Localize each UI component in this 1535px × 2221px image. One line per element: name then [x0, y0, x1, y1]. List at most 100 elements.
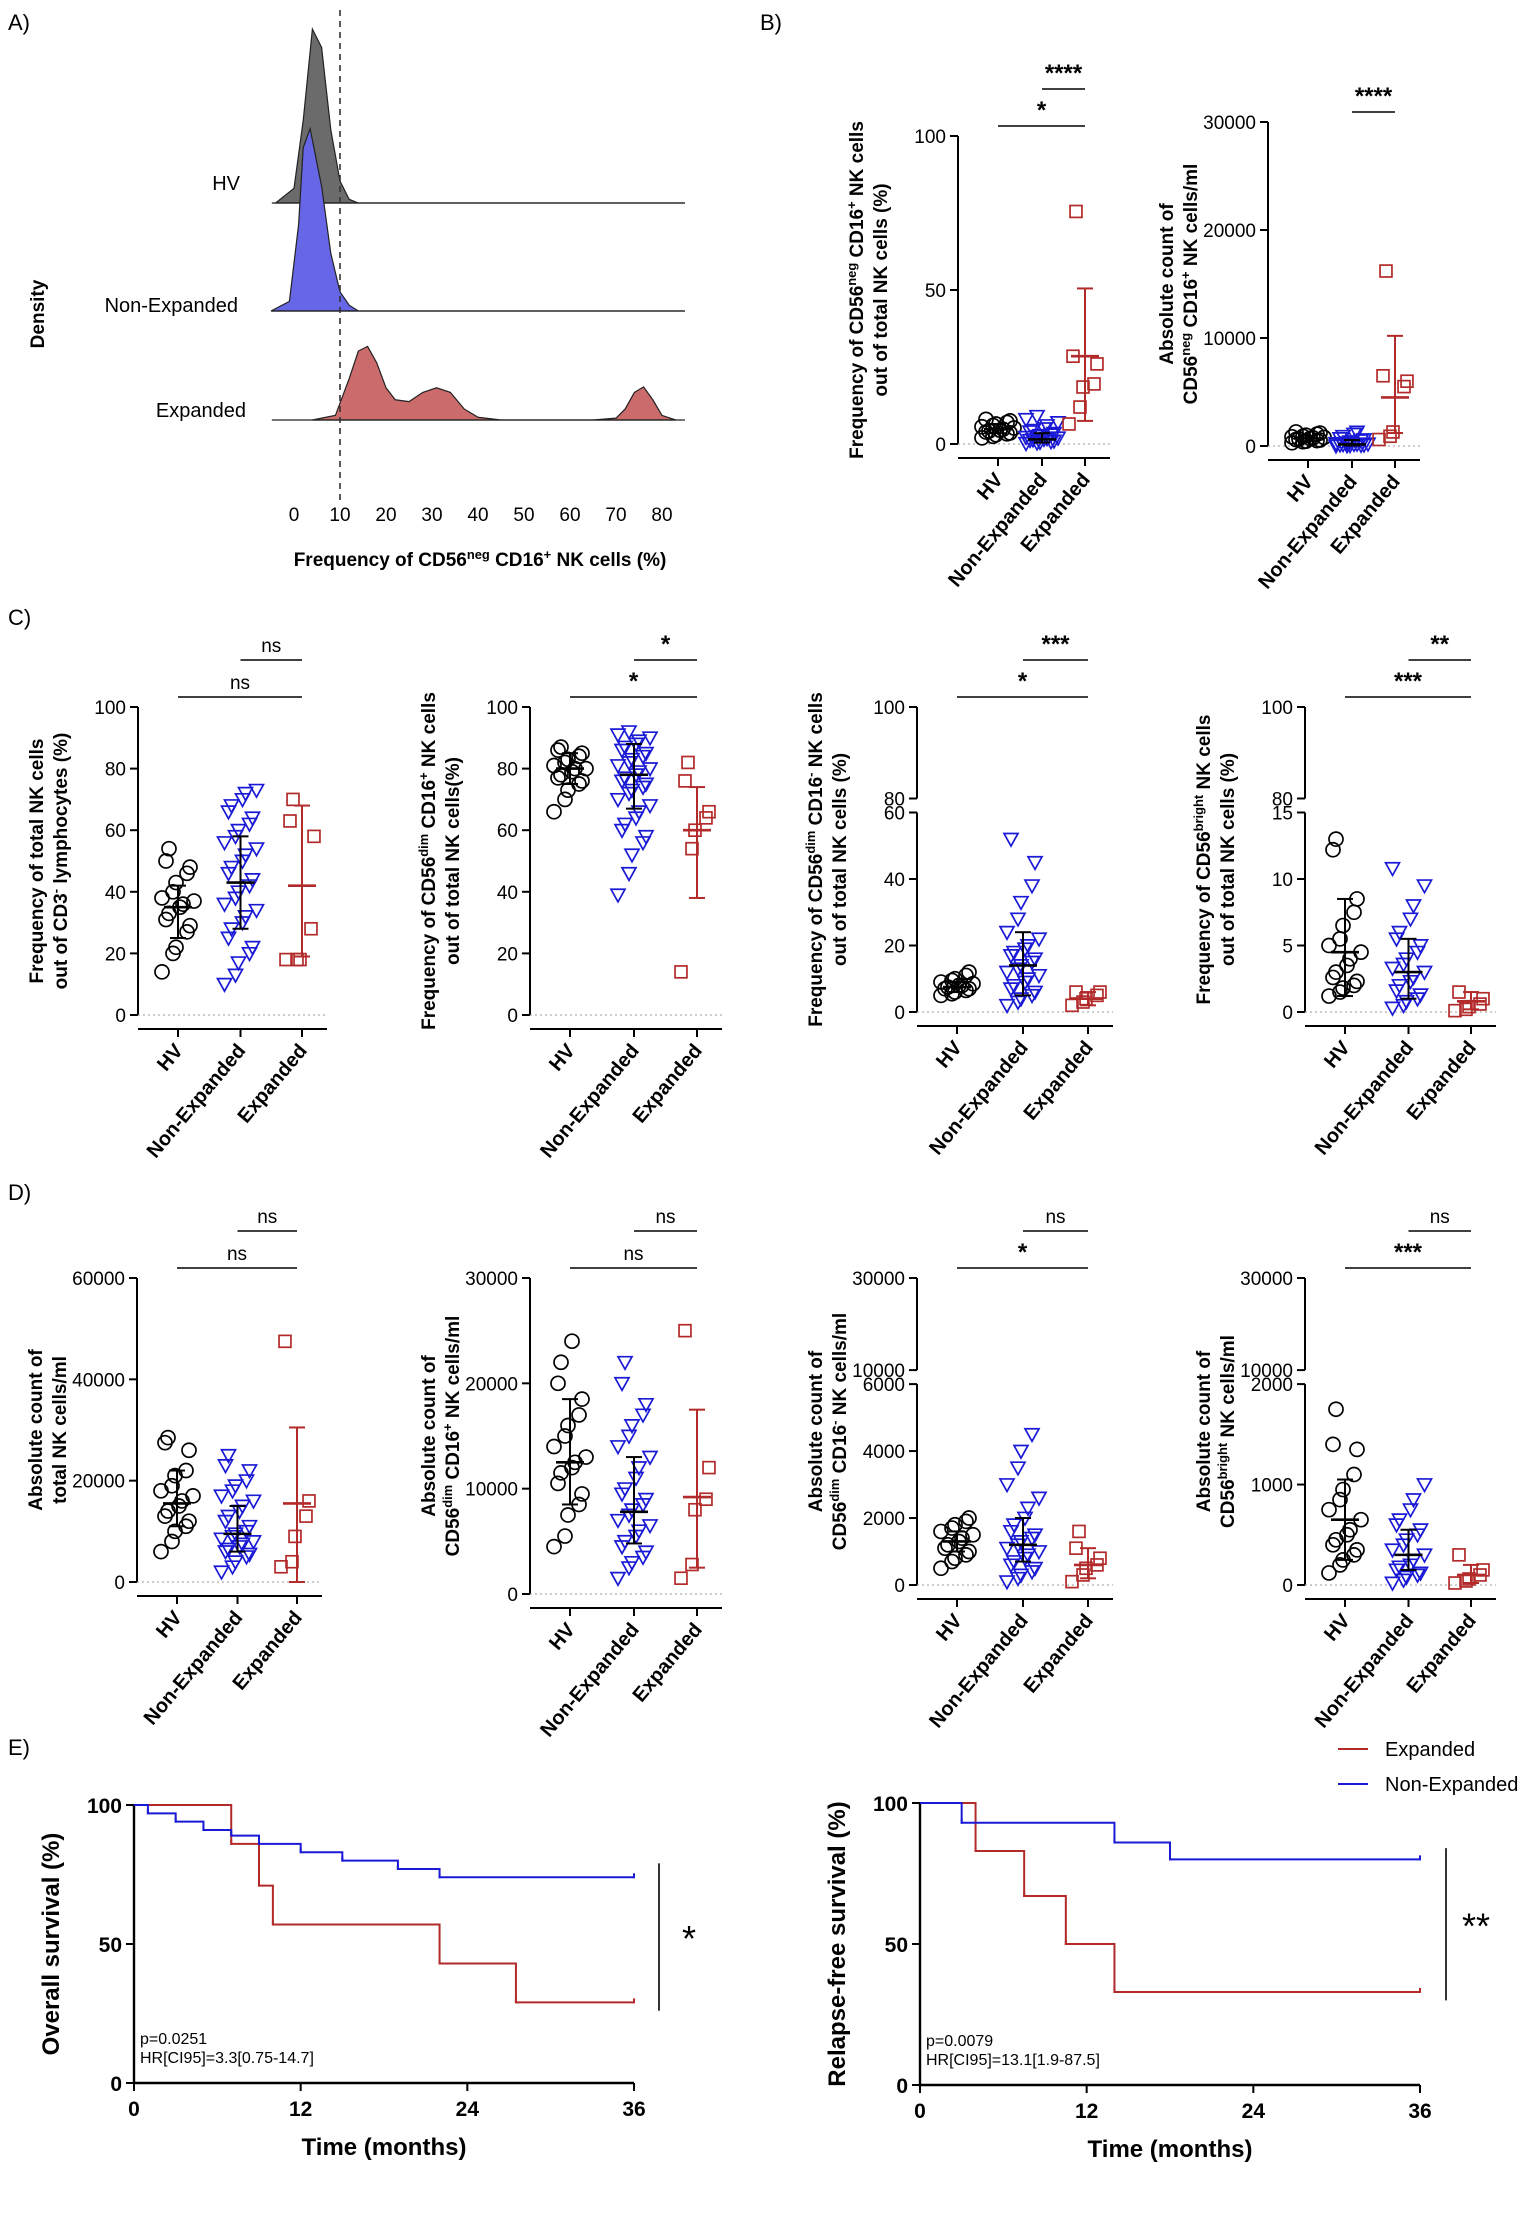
y-axis-label: Frequency of CD56dim CD16- NK cells	[803, 692, 828, 1027]
y-axis-label-part: out of total NK cells (%)	[830, 753, 851, 966]
data-point-non-expanded	[238, 1550, 255, 1566]
y-axis-label-part: +	[1178, 271, 1193, 279]
data-point-hv	[546, 1438, 562, 1455]
y-axis-label-part: NK cells	[1194, 715, 1215, 795]
data-point-expanded	[288, 1529, 302, 1544]
y-tick-label: 1000	[1251, 1476, 1293, 1497]
x-axis-label-part: +	[544, 547, 552, 562]
x-tick-label: 50	[513, 505, 534, 526]
x-axis-label: Time (months)	[302, 2134, 467, 2161]
data-point-hv	[578, 1449, 594, 1465]
data-point-hv	[557, 1528, 573, 1544]
x-tick-label: 24	[456, 2098, 480, 2121]
data-point-hv	[560, 1507, 576, 1523]
data-point-non-expanded	[1002, 949, 1020, 965]
y-axis-label-part: Frequency of CD56	[419, 857, 440, 1030]
hazard-ratio: HR[CI95]=13.1[1.9-87.5]	[926, 2052, 1100, 2069]
data-point-hv	[571, 1407, 587, 1423]
x-tick-label: HV	[1320, 1037, 1355, 1073]
data-point-hv	[1346, 1466, 1362, 1483]
y-axis-label: CD56bright NK cells/ml	[1215, 1335, 1240, 1528]
significance-label: ***	[1394, 1239, 1423, 1266]
data-point-expanded	[1452, 1548, 1466, 1562]
data-point-non-expanded	[1019, 1501, 1037, 1517]
data-point-hv	[1328, 1531, 1344, 1548]
data-point-non-expanded	[245, 1535, 262, 1551]
data-point-non-expanded	[1016, 975, 1034, 991]
y-tick-label: 5	[1282, 937, 1293, 958]
y-axis-label-part: dim	[416, 834, 431, 857]
data-point-non-expanded	[609, 888, 627, 904]
data-point-non-expanded	[630, 805, 648, 821]
data-point-non-expanded	[1005, 1518, 1023, 1534]
data-point-expanded	[283, 814, 297, 828]
y-tick-label: 20	[105, 944, 126, 965]
density-ridge-hv	[273, 27, 685, 204]
data-point-non-expanded	[609, 759, 627, 775]
data-point-non-expanded	[1042, 428, 1060, 444]
y-axis-label: Frequency of CD56neg CD16+ NK cells	[844, 121, 869, 459]
x-axis-label-part: neg	[467, 547, 490, 562]
data-point-hv	[157, 1434, 173, 1451]
data-point-non-expanded	[223, 860, 240, 876]
y-axis-label: Frequency of CD56bright NK cells	[1191, 715, 1216, 1005]
data-point-non-expanded	[623, 783, 641, 799]
data-point-non-expanded	[1009, 912, 1027, 928]
data-point-non-expanded	[1384, 1543, 1401, 1559]
y-tick-label: 0	[110, 2073, 122, 2096]
y-tick-label: 50	[925, 281, 946, 302]
y-axis-label-part: total NK cells/ml	[50, 1356, 71, 1504]
data-point-non-expanded	[623, 752, 641, 769]
data-point-hv	[574, 1486, 590, 1502]
data-point-hv	[161, 840, 177, 857]
data-point-hv	[1321, 1565, 1337, 1581]
data-point-non-expanded	[609, 792, 627, 809]
data-point-non-expanded	[1398, 1570, 1415, 1586]
significance-label: *	[682, 1918, 696, 1959]
significance-label: *	[1037, 97, 1047, 124]
y-tick-label: 80	[1272, 790, 1293, 811]
y-axis-label: Absolute count of	[26, 1349, 47, 1511]
x-tick-label: 70	[605, 505, 626, 526]
y-axis-label: CD56neg CD16+ NK cells/ml	[1178, 164, 1203, 405]
y-tick-label: 40	[497, 883, 518, 904]
x-tick-label: 40	[467, 505, 488, 526]
data-point-expanded	[699, 1492, 713, 1506]
data-point-hv	[181, 1442, 197, 1459]
y-axis-label-part: neg	[844, 263, 859, 286]
significance-label: **	[1462, 1905, 1490, 1946]
panel-label-c: C)	[8, 605, 31, 630]
data-point-non-expanded	[248, 783, 265, 799]
data-point-non-expanded	[1391, 925, 1408, 941]
data-point-expanded	[1072, 1524, 1086, 1539]
data-point-hv	[546, 1538, 562, 1555]
data-point-non-expanded	[237, 909, 254, 926]
data-point-non-expanded	[641, 731, 659, 747]
data-point-non-expanded	[245, 1494, 262, 1510]
data-point-non-expanded	[1412, 988, 1429, 1004]
data-point-non-expanded	[1384, 861, 1401, 878]
data-point-non-expanded	[1395, 1573, 1412, 1589]
data-point-non-expanded	[220, 1448, 237, 1465]
y-axis-label-part: CD16	[443, 1431, 464, 1485]
y-axis-label: total NK cells/ml	[50, 1356, 71, 1504]
data-point-non-expanded	[1002, 982, 1020, 998]
x-tick-label: HV	[932, 1037, 967, 1073]
data-point-non-expanded	[641, 799, 659, 815]
data-point-non-expanded	[234, 1537, 251, 1553]
y-axis-label-part: out of total NK cells (%)	[871, 183, 892, 396]
data-point-non-expanded	[1019, 972, 1037, 988]
data-point-hv	[175, 896, 191, 912]
data-point-non-expanded	[620, 725, 638, 741]
y-axis-label-part: Frequency of CD56	[1194, 831, 1215, 1004]
data-point-non-expanded	[1030, 1545, 1048, 1561]
data-point-non-expanded	[616, 771, 634, 787]
data-point-expanded	[1090, 988, 1104, 1003]
significance-label: *	[1018, 1239, 1028, 1266]
data-point-non-expanded	[637, 829, 655, 846]
data-point-non-expanded	[630, 765, 648, 781]
data-point-non-expanded	[216, 977, 233, 993]
data-point-expanded	[1476, 991, 1490, 1006]
y-axis-label-part: CD16	[1181, 279, 1202, 333]
data-point-non-expanded	[1038, 419, 1056, 435]
